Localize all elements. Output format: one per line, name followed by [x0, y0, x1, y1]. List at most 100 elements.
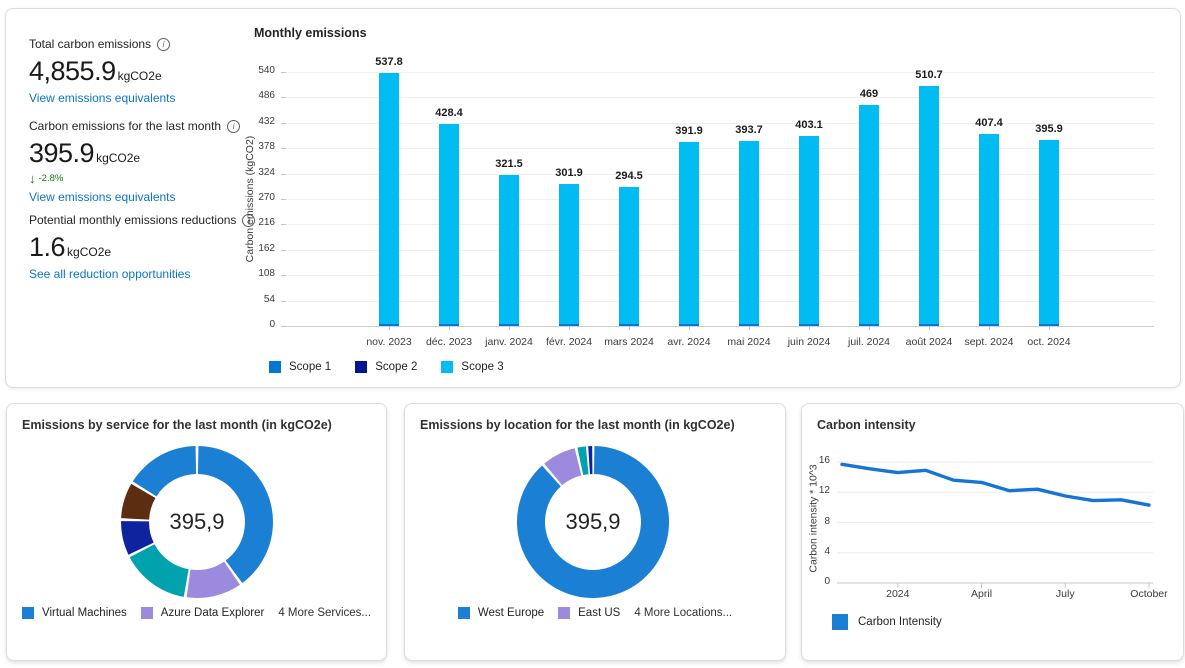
legend-swatch — [140, 607, 153, 619]
intensity-legend[interactable]: Carbon Intensity — [832, 614, 942, 630]
gridline — [286, 300, 1154, 302]
donut-slice-west-europe[interactable] — [517, 446, 670, 598]
bar-value-label: 301.9 — [555, 166, 583, 179]
location-card-title: Emissions by location for the last month… — [420, 418, 735, 432]
see-reduction-opportunities-link[interactable]: See all reduction opportunities — [29, 267, 191, 281]
x-tick — [989, 326, 990, 330]
legend-swatch-scope-1 — [269, 361, 281, 373]
bar-janv. 2024[interactable] — [499, 174, 519, 326]
x-tick — [809, 326, 810, 330]
legend-item-virtual-machines[interactable]: Virtual Machines — [21, 607, 127, 619]
donut-slice[interactable] — [121, 521, 154, 555]
stat-last-month-unit: kgCO2e — [96, 151, 141, 165]
donut-slice-virtual-machines[interactable] — [197, 446, 274, 584]
bar-oct. 2024[interactable] — [1039, 139, 1059, 326]
bar-scope1-segment[interactable] — [739, 323, 759, 326]
more-locations-label[interactable]: 4 More Locations... — [634, 607, 733, 619]
y-tick-label: 324 — [258, 166, 275, 178]
y-tick — [281, 173, 286, 175]
y-tick — [281, 300, 286, 302]
legend-label: Scope 1 — [289, 361, 332, 373]
y-tick — [281, 224, 286, 226]
info-icon[interactable]: i — [227, 119, 241, 133]
bar-déc. 2023[interactable] — [439, 124, 459, 326]
info-icon[interactable]: i — [242, 213, 256, 227]
gridline — [286, 173, 1154, 175]
x-axis-label: févr. 2024 — [545, 336, 593, 348]
y-tick — [281, 275, 286, 277]
info-icon[interactable]: i — [157, 37, 171, 51]
x-axis-label: août 2024 — [905, 336, 953, 348]
x-axis-label: juin 2024 — [787, 336, 831, 348]
carbon-intensity-card: Carbon intensity Carbon intensity * 10^3… — [801, 403, 1184, 661]
bar-scope1-segment[interactable] — [379, 323, 399, 326]
donut-slice[interactable] — [588, 446, 593, 475]
carbon-intensity-chart — [837, 461, 1153, 588]
y-tick-label: 0 — [824, 576, 830, 587]
bar-scope1-segment[interactable] — [439, 323, 459, 326]
stat-potential-reductions: Potential monthly emissions reductions i… — [29, 213, 261, 283]
bar-scope1-segment[interactable] — [679, 323, 699, 326]
donut-slice[interactable] — [577, 446, 589, 476]
legend-swatch — [457, 607, 470, 619]
legend-item-azure-data-explorer[interactable]: Azure Data Explorer — [140, 607, 264, 619]
y-tick-label: 54 — [263, 293, 275, 305]
bar-scope1-segment[interactable] — [1039, 323, 1059, 326]
bar-scope1-segment[interactable] — [619, 323, 639, 326]
bar-août 2024[interactable] — [919, 85, 939, 326]
more-services-label[interactable]: 4 More Services... — [278, 607, 372, 619]
bar-value-label: 321.5 — [495, 157, 523, 170]
x-axis-label: mars 2024 — [604, 336, 654, 348]
bar-scope1-segment[interactable] — [919, 323, 939, 326]
y-tick — [281, 122, 286, 124]
y-tick-label: 12 — [818, 485, 830, 497]
x-tick — [509, 326, 510, 330]
bar-scope1-segment[interactable] — [559, 323, 579, 326]
stat-reductions-unit: kgCO2e — [67, 245, 112, 259]
carbon-intensity-line[interactable] — [840, 462, 1151, 507]
legend-item-east-us[interactable]: East US — [558, 607, 620, 619]
bar-scope1-segment[interactable] — [859, 323, 879, 326]
donut-slice[interactable] — [132, 446, 197, 497]
donut-slice-east-us[interactable] — [544, 448, 582, 486]
bar-mars 2024[interactable] — [619, 187, 639, 326]
legend-item-scope-1[interactable]: Scope 1 — [269, 361, 331, 373]
bar-value-label: 294.5 — [615, 170, 643, 183]
bar-mai 2024[interactable] — [739, 140, 759, 326]
bar-scope1-segment[interactable] — [499, 323, 519, 326]
gridline — [286, 122, 1154, 124]
y-tick-label: 432 — [258, 115, 275, 127]
y-tick-label: 540 — [258, 65, 275, 76]
legend-item-west-europe[interactable]: West Europe — [457, 607, 544, 619]
x-tick — [689, 326, 690, 330]
view-emissions-equivalents-link[interactable]: View emissions equivalents — [29, 190, 176, 204]
stat-label-row: Potential monthly emissions reductions i — [29, 213, 261, 227]
legend-swatch-scope-2 — [355, 361, 368, 373]
legend-item-scope-2[interactable]: Scope 2 — [355, 361, 417, 373]
x-axis-label: janv. 2024 — [485, 336, 533, 348]
bar-scope1-segment[interactable] — [979, 323, 999, 326]
x-tick — [929, 326, 930, 330]
bar-sept. 2024[interactable] — [979, 134, 999, 326]
legend-swatch — [21, 607, 34, 619]
stat-label-row: Total carbon emissions i — [29, 37, 261, 51]
bar-avr. 2024[interactable] — [679, 141, 699, 326]
down-arrow-icon: ↓ — [29, 170, 36, 186]
stat-label-row: Carbon emissions for the last month i — [29, 119, 261, 133]
donut-slice[interactable] — [129, 544, 189, 597]
location-donut-chart — [517, 446, 670, 598]
bar-juin 2024[interactable] — [799, 136, 819, 326]
gridline — [286, 199, 1154, 200]
y-tick-label: 16 — [818, 455, 830, 466]
bar-scope1-segment[interactable] — [799, 323, 819, 326]
donut-slice[interactable] — [121, 483, 156, 520]
legend-item-scope-3[interactable]: Scope 3 — [441, 361, 504, 373]
bar-nov. 2023[interactable] — [379, 73, 399, 326]
donut-slice-azure-data-explorer[interactable] — [186, 561, 240, 599]
view-emissions-equivalents-link[interactable]: View emissions equivalents — [29, 91, 176, 105]
y-tick — [281, 97, 286, 99]
x-axis-label: July — [1055, 588, 1075, 600]
bar-févr. 2024[interactable] — [559, 183, 579, 326]
bar-juil. 2024[interactable] — [859, 105, 879, 326]
emissions-by-service-card: Emissions by service for the last month … — [6, 403, 387, 661]
